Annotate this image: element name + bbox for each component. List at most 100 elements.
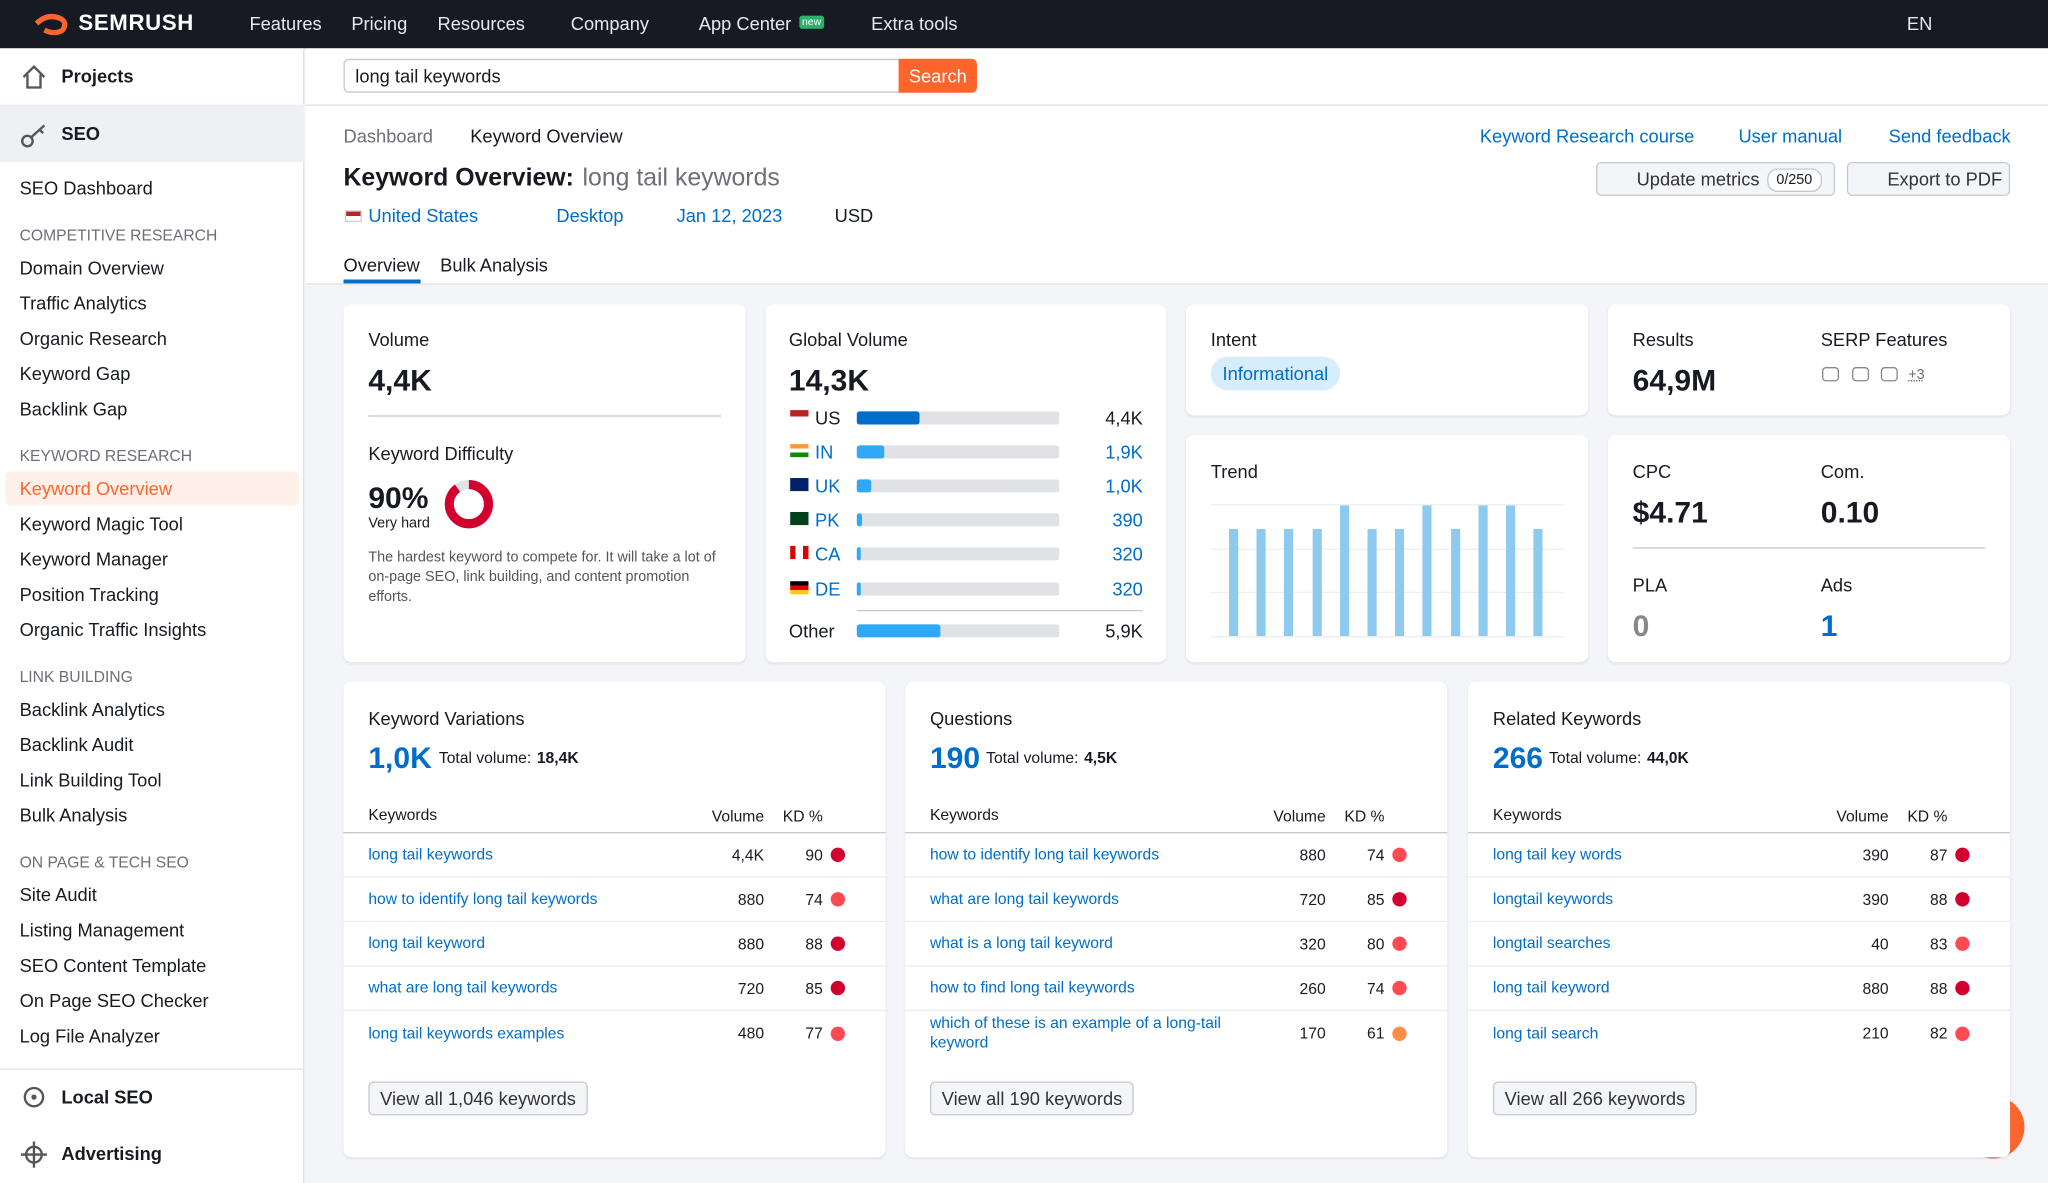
menu-item[interactable]: SEO Content Template <box>19 954 207 976</box>
volume: 170 <box>1299 1023 1326 1043</box>
search-query: long tail keywords <box>355 65 501 87</box>
menu-item[interactable]: Keyword Overview <box>19 478 173 499</box>
country: US <box>815 407 841 429</box>
metric-value: 0 <box>1632 608 1650 643</box>
kd-dot <box>1955 847 1970 863</box>
metric-label: CPC <box>1632 461 1672 482</box>
seo-menu[interactable]: SEO <box>61 122 101 144</box>
grid-line <box>1210 636 1564 638</box>
metric-value: 14,3K <box>788 363 870 398</box>
keyword-link[interactable]: long tail keywords <box>368 845 493 864</box>
card <box>905 681 1448 1158</box>
nav-item[interactable]: Pricing <box>351 13 408 34</box>
menu-item[interactable]: Keyword Gap <box>19 363 131 384</box>
nav-item[interactable]: Company <box>570 13 650 34</box>
menu-item[interactable]: Log File Analyzer <box>19 1025 160 1047</box>
view-all-button[interactable]: View all 266 keywords <box>1492 1081 1697 1116</box>
help-link[interactable]: Keyword Research course <box>1479 125 1695 147</box>
currency: USD <box>834 205 874 226</box>
menu-item[interactable]: Bulk Analysis <box>19 804 128 826</box>
breadcrumb[interactable]: Dashboard <box>343 125 433 147</box>
metric-label: Global Volume <box>788 329 908 351</box>
keyword-link[interactable]: long tail keywords examples <box>368 1023 565 1042</box>
country: PK <box>815 509 840 531</box>
kd: 80 <box>1367 934 1385 953</box>
filter[interactable]: Jan 12, 2023 <box>676 205 783 226</box>
active-bg <box>5 471 300 506</box>
menu-item[interactable]: Listing Management <box>19 919 185 941</box>
keyword-link[interactable]: longtail keywords <box>1492 889 1614 908</box>
country-volume: 4,4K <box>1105 407 1143 429</box>
nav-item[interactable]: Resources <box>437 13 525 34</box>
projects-link[interactable]: Projects <box>61 65 134 87</box>
menu-item[interactable]: Traffic Analytics <box>19 292 147 314</box>
filter[interactable]: United States <box>368 205 479 226</box>
search-button[interactable]: Search <box>898 58 977 93</box>
total-label: Total volume: <box>1549 748 1642 767</box>
menu-item[interactable]: Backlink Audit <box>19 734 134 755</box>
keyword-link[interactable]: longtail searches <box>1492 933 1611 953</box>
menu-item[interactable]: Domain Overview <box>19 257 164 279</box>
table-header: Keywords Volume KD % <box>343 799 886 834</box>
bar <box>856 411 920 425</box>
keyword-link[interactable]: long tail search <box>1492 1023 1599 1042</box>
flag <box>790 511 809 526</box>
nav-item[interactable]: Features <box>249 13 322 34</box>
menu-group: ON PAGE & TECH SEO <box>19 852 189 872</box>
help-link[interactable]: User manual <box>1738 125 1843 147</box>
column-header: Volume <box>711 806 765 825</box>
menu-item[interactable]: Site Audit <box>19 884 97 906</box>
menu-item[interactable]: SEO Dashboard <box>19 177 153 199</box>
keyword-link[interactable]: long tail key words <box>1492 845 1622 864</box>
kd-dot <box>830 892 846 907</box>
bar <box>856 582 862 596</box>
tab[interactable]: Bulk Analysis <box>440 254 548 276</box>
card <box>343 681 886 1158</box>
menu-item[interactable]: Keyword Magic Tool <box>19 513 183 535</box>
filter[interactable]: Desktop <box>556 205 624 226</box>
menu-section[interactable]: Local SEO <box>61 1086 153 1108</box>
volume: 210 <box>1862 1023 1889 1043</box>
serp-more[interactable]: +3 <box>1908 367 1925 383</box>
trend-bar <box>1367 528 1377 637</box>
bar-track <box>856 479 1060 493</box>
menu-item[interactable]: Backlink Analytics <box>19 698 165 720</box>
tab[interactable]: Overview <box>343 254 420 276</box>
keyword-link[interactable]: how to identify long tail keywords <box>368 889 598 908</box>
column-header: Keywords <box>368 805 438 825</box>
column-header: Keywords <box>929 805 999 825</box>
kd: 82 <box>1929 1023 1948 1043</box>
country-volume: 1,9K <box>1105 441 1143 463</box>
nav-item[interactable]: Extra tools <box>871 13 958 34</box>
menu-item[interactable]: Organic Research <box>19 327 167 349</box>
menu-item[interactable]: Backlink Gap <box>19 398 128 420</box>
menu-group: LINK BUILDING <box>19 667 133 686</box>
keyword-link[interactable]: how to identify long tail keywords <box>929 845 1160 864</box>
view-all-button[interactable]: View all 190 keywords <box>929 1081 1135 1116</box>
menu-item[interactable]: Link Building Tool <box>19 769 162 791</box>
menu-item[interactable]: Keyword Manager <box>19 548 168 570</box>
language[interactable]: EN <box>1906 13 1933 34</box>
keyword-link[interactable]: what are long tail keywords <box>368 978 558 997</box>
view-all-button[interactable]: View all 1,046 keywords <box>368 1081 588 1116</box>
kd-value: 90% <box>368 480 429 515</box>
keyword-link[interactable]: how to find long tail keywords <box>929 978 1135 997</box>
menu-item[interactable]: On Page SEO Checker <box>19 990 209 1011</box>
table-row: long tail keyword 880 88 <box>343 922 886 967</box>
keyword-link[interactable]: long tail keyword <box>1492 978 1610 997</box>
menu-item[interactable]: Organic Traffic Insights <box>19 619 207 640</box>
country-volume: 1,0K <box>1105 475 1143 497</box>
nav-item[interactable]: App Center <box>698 13 792 34</box>
logo: SEMRUSH <box>78 10 194 36</box>
kd-dot <box>1955 936 1970 951</box>
volume: 720 <box>737 978 765 998</box>
column-header: Keywords <box>1492 805 1562 825</box>
keyword-link[interactable]: which of these is an example of a long-t… <box>929 1013 1221 1052</box>
keyword-link[interactable]: long tail keyword <box>368 933 486 953</box>
help-link[interactable]: Send feedback <box>1888 125 2011 147</box>
keyword-link[interactable]: what are long tail keywords <box>929 889 1120 908</box>
menu-section[interactable]: Advertising <box>61 1142 162 1164</box>
export-button[interactable]: Export to PDF <box>1846 161 2011 196</box>
menu-item[interactable]: Position Tracking <box>19 583 159 605</box>
keyword-link[interactable]: what is a long tail keyword <box>929 933 1113 953</box>
